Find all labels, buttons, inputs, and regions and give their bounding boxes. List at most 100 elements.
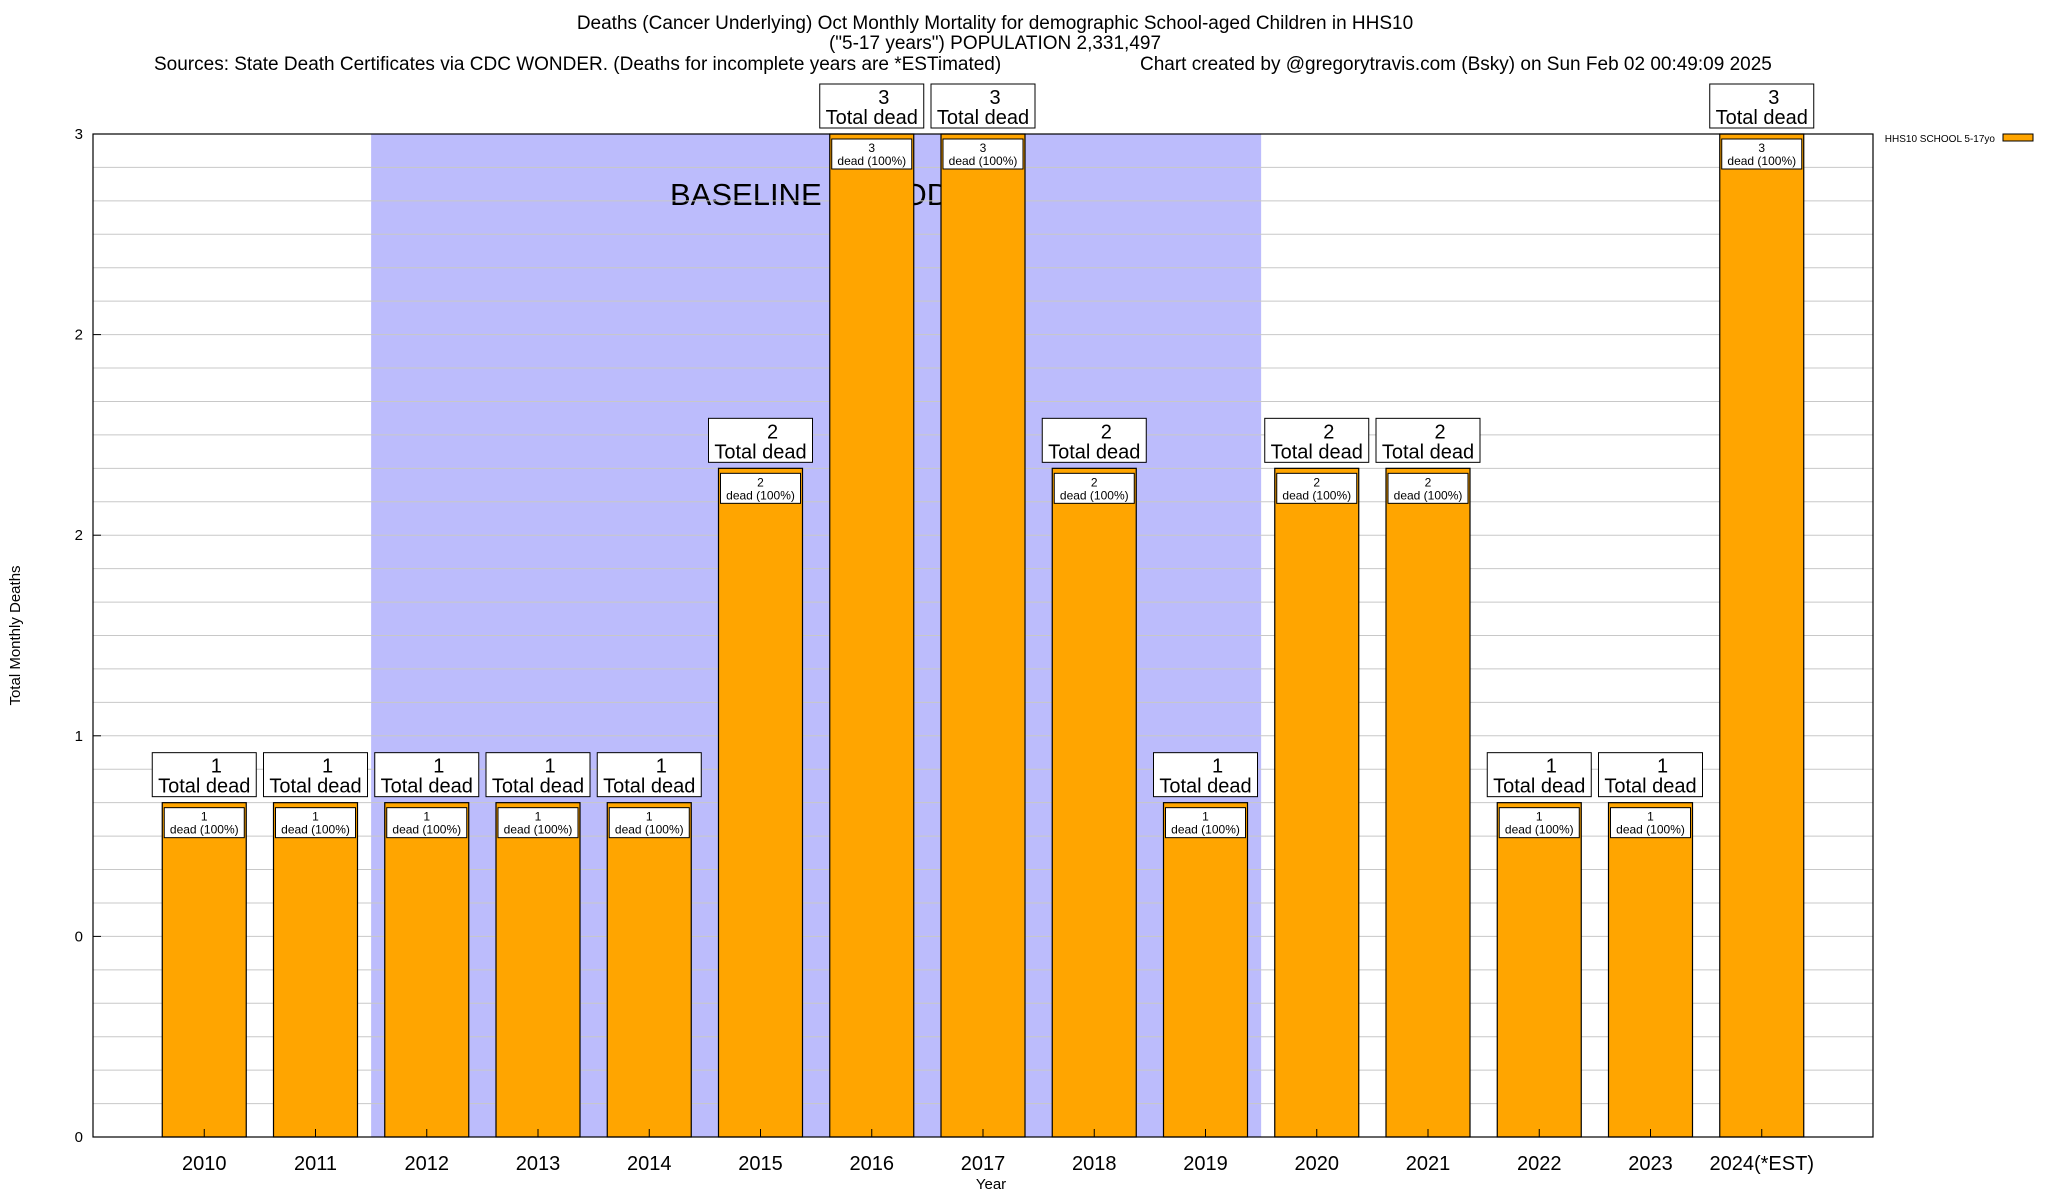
bar (1162, 802, 1249, 1138)
bar-label-text: dead (100%) (392, 823, 461, 837)
y-tick-label: 2 (75, 327, 83, 344)
bar (717, 467, 804, 1138)
total-label-box (1486, 752, 1592, 798)
total-label-text: Total dead (1493, 776, 1585, 798)
x-tick-label: 2010 (182, 1153, 227, 1175)
bar-label-text: dead (100%) (1060, 488, 1129, 502)
total-label-text: Total dead (1048, 441, 1140, 463)
bar (606, 802, 692, 1138)
bar-label-value: 3 (868, 141, 875, 155)
bar-label-box (386, 807, 468, 839)
bar (1607, 802, 1694, 1138)
total-label-text: Total dead (492, 776, 584, 798)
total-label-box (374, 752, 480, 798)
total-label-value: 1 (1546, 756, 1557, 778)
y-tick-label: 3 (75, 126, 83, 143)
total-label-text: Total dead (1159, 776, 1251, 798)
bar (1496, 802, 1582, 1138)
bar-label-text: dead (100%) (1727, 154, 1796, 168)
bar-label-box (1053, 472, 1135, 504)
total-label-value: 1 (656, 756, 667, 778)
bar (161, 802, 247, 1138)
bar-label-box (1165, 807, 1246, 839)
total-label-box (1264, 417, 1370, 463)
total-label-value: 2 (1323, 421, 1334, 443)
x-tick-label: 2019 (1183, 1153, 1228, 1175)
total-label-text: Total dead (937, 107, 1029, 129)
total-label-text: Total dead (381, 776, 473, 798)
x-tick-label: 2024(*EST) (1710, 1153, 1815, 1175)
chart-title: Deaths (Cancer Underlying) Oct Monthly M… (576, 13, 1414, 34)
x-tick-label: 2015 (738, 1153, 783, 1175)
bar-label-box (942, 138, 1024, 170)
bar-label-value: 3 (980, 141, 987, 155)
bar-label-value: 1 (1536, 810, 1543, 824)
total-label-text: Total dead (1382, 441, 1474, 463)
bar-label-value: 1 (423, 810, 430, 824)
bar-label-value: 1 (201, 810, 208, 824)
chart-sources: Sources: State Death Certificates via CD… (154, 54, 1002, 75)
total-label-value: 1 (1212, 756, 1223, 778)
bar-label-box (608, 807, 690, 839)
bar (1385, 467, 1471, 1138)
bar-label-value: 2 (757, 475, 764, 489)
bar-label-box (497, 807, 579, 839)
legend-label: HHS10 SCHOOL 5-17yo (1885, 134, 1996, 145)
bar-label-text: dead (100%) (1394, 488, 1463, 502)
total-label-value: 1 (211, 756, 222, 778)
bar (1274, 467, 1360, 1138)
total-label-box (485, 752, 591, 798)
total-label-value: 3 (1768, 87, 1779, 109)
total-label-text: Total dead (269, 776, 361, 798)
total-label-box (1153, 752, 1258, 798)
total-label-box (819, 83, 925, 129)
bar (272, 802, 359, 1138)
bar-label-text: dead (100%) (281, 823, 350, 837)
total-label-box (263, 752, 368, 798)
y-tick-label: 2 (75, 527, 83, 544)
total-label-box (1041, 417, 1147, 463)
x-tick-label: 2013 (516, 1153, 561, 1175)
bar (829, 133, 915, 1138)
y-tick-label: 0 (75, 928, 83, 945)
total-label-text: Total dead (603, 776, 695, 798)
bar-label-text: dead (100%) (504, 823, 573, 837)
total-label-box (1598, 752, 1703, 798)
bar-label-value: 3 (1758, 141, 1765, 155)
bar (384, 802, 470, 1138)
x-tick-label: 2012 (405, 1153, 450, 1175)
bar-label-value: 1 (1647, 810, 1654, 824)
bar-label-box (1610, 807, 1691, 839)
total-label-value: 2 (767, 421, 778, 443)
bar-label-text: dead (100%) (170, 823, 239, 837)
total-label-value: 1 (322, 756, 333, 778)
total-label-text: Total dead (1604, 776, 1696, 798)
bar-label-text: dead (100%) (949, 154, 1018, 168)
bar-label-value: 1 (535, 810, 542, 824)
x-tick-label: 2020 (1295, 1153, 1340, 1175)
x-tick-label: 2023 (1628, 1153, 1673, 1175)
bar-label-text: dead (100%) (837, 154, 906, 168)
legend-swatch (2002, 133, 2034, 142)
bar (495, 802, 581, 1138)
total-label-box (151, 752, 257, 798)
x-tick-label: 2022 (1517, 1153, 1562, 1175)
bar-label-text: dead (100%) (615, 823, 684, 837)
bar-label-value: 2 (1313, 475, 1320, 489)
bar-label-text: dead (100%) (1171, 823, 1240, 837)
x-tick-label: 2016 (850, 1153, 895, 1175)
x-tick-label: 2018 (1072, 1153, 1117, 1175)
bar (1051, 467, 1137, 1138)
x-axis-label: Year (976, 1176, 1006, 1193)
total-label-text: Total dead (714, 441, 806, 463)
x-tick-label: 2014 (627, 1153, 672, 1175)
bar-label-text: dead (100%) (1505, 823, 1574, 837)
y-axis-label: Total Monthly Deaths (7, 565, 24, 705)
x-tick-label: 2021 (1406, 1153, 1451, 1175)
bar-label-value: 2 (1091, 475, 1098, 489)
total-label-text: Total dead (1716, 107, 1808, 129)
bar-label-text: dead (100%) (1282, 488, 1351, 502)
total-label-text: Total dead (1271, 441, 1363, 463)
bar-label-text: dead (100%) (726, 488, 795, 502)
